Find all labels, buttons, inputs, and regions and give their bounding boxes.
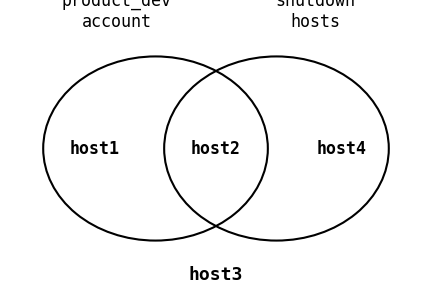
Text: host1: host1 bbox=[70, 140, 120, 157]
Text: host4: host4 bbox=[316, 140, 366, 157]
Text: product_dev
account: product_dev account bbox=[62, 0, 172, 31]
Text: host2: host2 bbox=[191, 140, 241, 157]
Text: host3: host3 bbox=[189, 266, 243, 284]
Text: shutdown
hosts: shutdown hosts bbox=[275, 0, 356, 31]
